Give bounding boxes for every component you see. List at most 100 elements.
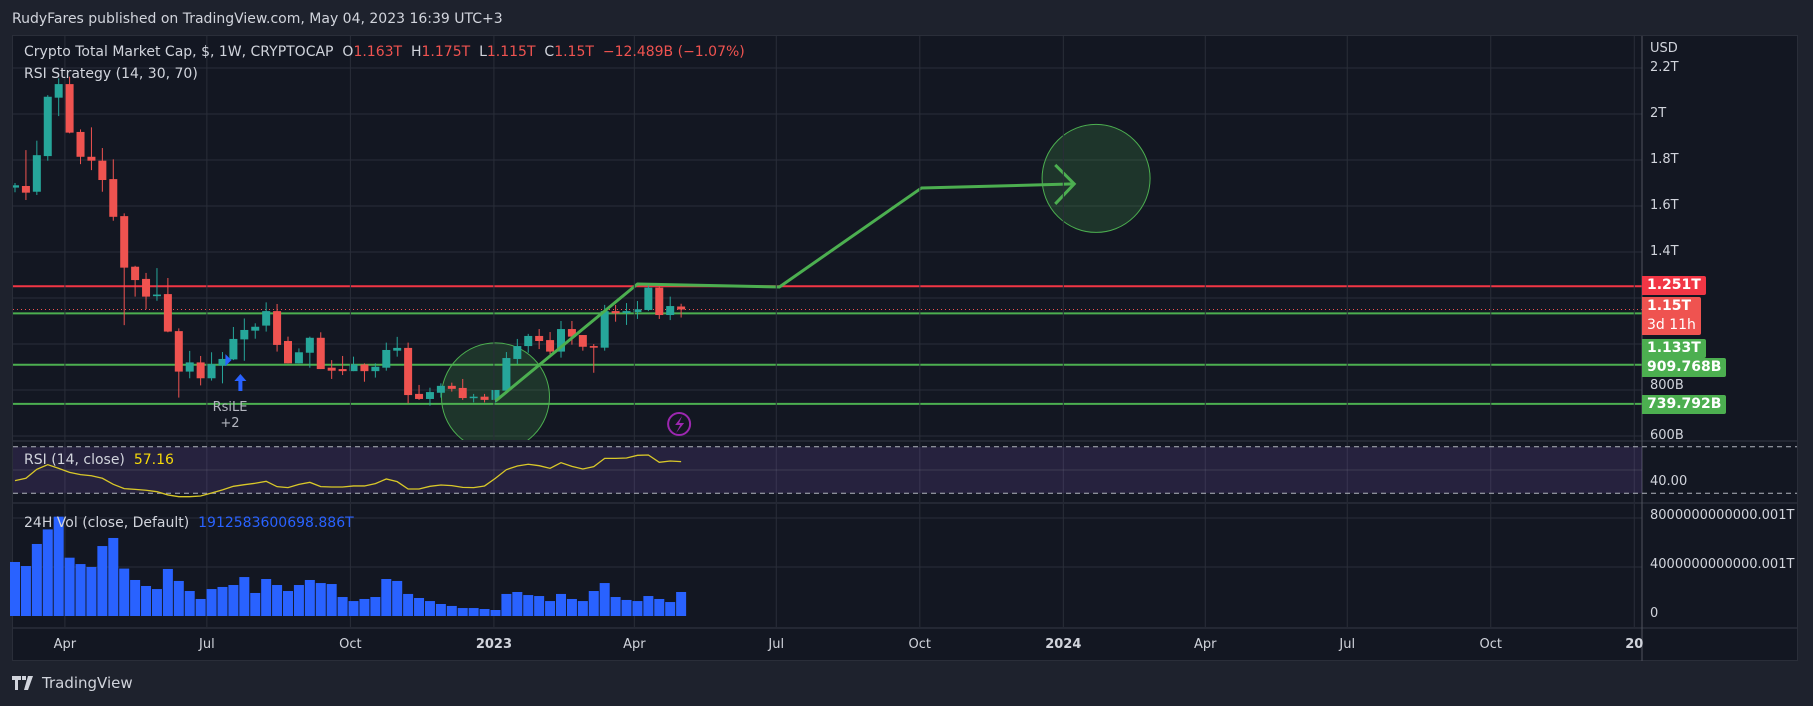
candle-body — [65, 84, 74, 133]
symbol-title: Crypto Total Market Cap, $, 1W, CRYPTOCA… — [24, 44, 334, 60]
candle-body — [284, 341, 292, 364]
volume-bar — [293, 585, 304, 616]
volume-bar — [446, 605, 457, 616]
volume-bar — [392, 580, 403, 616]
volume-bar — [239, 577, 250, 616]
volume-bar — [151, 589, 162, 616]
price-tick-label: 2.2T — [1650, 60, 1679, 75]
time-tick-label: Oct — [1479, 637, 1502, 652]
candle-body — [524, 335, 533, 347]
candle-body — [589, 346, 598, 348]
price-tag-value: 909.768B — [1647, 359, 1722, 375]
volume-bar — [337, 597, 348, 616]
volume-bar — [86, 567, 97, 616]
volume-bar — [348, 601, 359, 616]
volume-bar — [250, 592, 261, 616]
volume-tick-label: 0 — [1650, 606, 1659, 621]
buy-arrow-icon — [234, 374, 247, 391]
candle-body — [185, 362, 194, 372]
footer-brand[interactable]: TradingView — [12, 674, 133, 692]
candle-body — [327, 367, 336, 371]
price-tag: 909.768B — [1642, 358, 1727, 377]
volume-bar — [10, 561, 20, 616]
volume-bar — [53, 516, 64, 616]
volume-bar — [599, 583, 610, 616]
volume-bar — [588, 591, 599, 616]
volume-bar — [435, 603, 446, 616]
volume-bar — [195, 598, 206, 616]
volume-bar — [184, 591, 195, 616]
candle-body — [666, 306, 675, 316]
time-tick-label: Apr — [1194, 637, 1217, 652]
trend-path-drawing — [494, 182, 1075, 403]
volume-bar — [403, 593, 414, 616]
volume-value: 1912583600698.886T — [198, 515, 354, 531]
candle-body — [13, 185, 19, 188]
lightning-badge-icon — [667, 412, 692, 436]
volume-title: 24H Vol (close, Default) — [24, 515, 190, 531]
candle-body — [174, 331, 183, 372]
volume-bar — [304, 579, 315, 616]
volume-bar — [424, 601, 435, 616]
volume-bar — [610, 597, 621, 616]
candle-body — [491, 390, 500, 400]
volume-bar — [20, 566, 31, 616]
rsi-value: 57.16 — [133, 452, 174, 468]
main-pane — [13, 67, 1642, 440]
volume-bar — [621, 599, 632, 616]
candle-body — [415, 393, 424, 399]
candle-body — [513, 346, 522, 359]
time-tick-label: 2024 — [1045, 637, 1082, 652]
candle-body — [120, 216, 129, 268]
candle-body — [87, 156, 96, 161]
volume-bar — [414, 597, 425, 616]
price-tick-label: 1.6T — [1650, 198, 1679, 213]
candle-body — [98, 160, 107, 181]
candle-body — [338, 369, 347, 372]
candle-body — [502, 358, 511, 391]
candle-body — [218, 358, 227, 366]
volume-bar — [64, 557, 75, 616]
candle-body — [240, 329, 249, 340]
candle-body — [567, 329, 576, 337]
candle-body — [76, 131, 85, 157]
volume-bar — [566, 598, 577, 616]
candle-body — [294, 352, 303, 364]
volume-bar — [228, 585, 239, 616]
volume-bar — [31, 543, 42, 616]
volume-bar — [272, 585, 283, 616]
close-label: C — [544, 44, 555, 60]
candle-body — [447, 385, 456, 389]
candle-body — [633, 309, 642, 313]
price-tag: 1.251T — [1642, 276, 1706, 295]
time-tick-label: Jul — [199, 637, 215, 652]
candle-body — [196, 362, 205, 379]
candle-body — [611, 311, 620, 314]
candle-body — [152, 294, 161, 297]
candle-body — [32, 155, 41, 192]
candle-body — [546, 340, 555, 352]
candle-body — [393, 347, 402, 351]
volume-bar — [665, 602, 676, 616]
volume-legend[interactable]: 24H Vol (close, Default) 1912583600698.8… — [24, 515, 354, 532]
volume-bar — [370, 597, 381, 616]
candle-body — [404, 347, 413, 396]
tradingview-logo-icon — [12, 676, 33, 690]
bar-countdown: 3d 11h — [1647, 317, 1696, 333]
volume-bar — [42, 529, 53, 616]
symbol-legend[interactable]: Crypto Total Market Cap, $, 1W, CRYPTOCA… — [24, 44, 745, 61]
rsi-legend[interactable]: RSI (14, close) 57.16 — [24, 452, 174, 469]
volume-bar — [457, 608, 468, 616]
volume-bar — [479, 609, 490, 616]
close-value: 1.15T — [554, 44, 594, 60]
volume-bar — [512, 591, 523, 616]
price-tick-label: 600B — [1650, 428, 1684, 443]
strategy-legend[interactable]: RSI Strategy (14, 30, 70) — [24, 66, 198, 82]
high-label: H — [410, 44, 422, 60]
change-value: −12.489B (−1.07%) — [602, 44, 745, 60]
time-tick-label: 2023 — [475, 637, 512, 652]
candle-body — [655, 287, 664, 316]
candle-body — [578, 335, 587, 347]
candle-body — [262, 311, 271, 326]
